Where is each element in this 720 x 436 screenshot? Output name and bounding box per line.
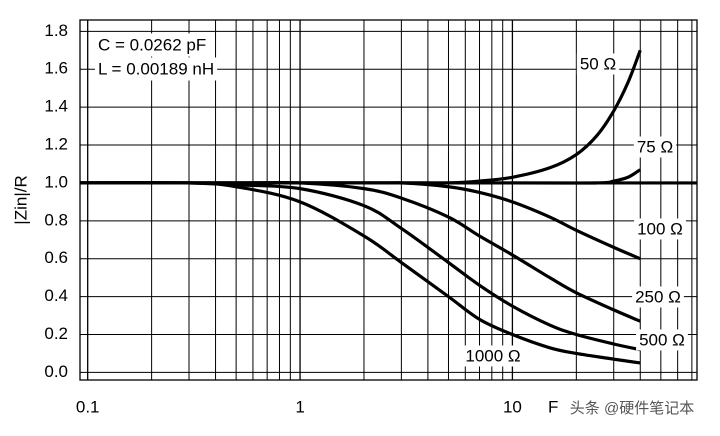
annotation-background — [95, 33, 210, 57]
y-tick-label: 1.4 — [44, 97, 68, 116]
x-tick-label: 0.1 — [76, 397, 100, 416]
x-tick-label: 1 — [295, 397, 304, 416]
curve-label: 100 Ω — [637, 219, 683, 238]
curve-label: 1000 Ω — [465, 346, 520, 365]
label-background — [462, 345, 524, 367]
curve — [79, 181, 641, 365]
curve-label: 500 Ω — [639, 330, 685, 349]
curve-label: 50 Ω — [580, 54, 616, 73]
y-tick-label: 0.4 — [44, 286, 68, 305]
y-tick-label: 1.8 — [44, 21, 68, 40]
y-tick-label: 1.0 — [44, 172, 68, 191]
curve-label: 75 Ω — [637, 137, 673, 156]
x-tick-label: 10 — [503, 397, 522, 416]
curve — [80, 181, 641, 261]
annotation: C = 0.0262 pF — [98, 35, 206, 54]
label-background — [632, 286, 684, 308]
y-tick-label: 0.8 — [44, 210, 68, 229]
y-tick-label: 0.6 — [44, 248, 68, 267]
y-tick-label: 0.2 — [44, 324, 68, 343]
watermark: 头条 @硬件笔记本 — [570, 400, 694, 417]
label-background — [576, 53, 620, 75]
annotation: L = 0.00189 nH — [98, 59, 214, 78]
label-background — [634, 218, 686, 240]
y-tick-label: 1.6 — [44, 59, 68, 78]
x-axis-label: F — [548, 397, 558, 416]
y-tick-label: 1.2 — [44, 135, 68, 154]
label-background — [636, 329, 688, 351]
label-background — [633, 136, 677, 158]
curve — [80, 180, 641, 323]
y-tick-label: 0.0 — [44, 362, 68, 381]
plot-frame — [79, 19, 698, 381]
annotation-background — [95, 57, 218, 81]
y-axis-label: |Zin|/R — [11, 175, 30, 224]
curve-label: 250 Ω — [635, 287, 681, 306]
